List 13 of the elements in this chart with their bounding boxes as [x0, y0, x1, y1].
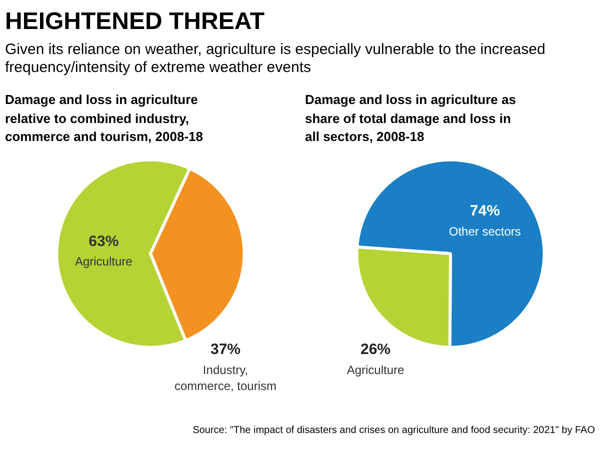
data-label: 63% — [88, 232, 119, 250]
slice-label: Agriculture — [74, 254, 133, 269]
data-label: 74% — [470, 202, 500, 220]
source-note: Source: "The impact of disasters and crises on agriculture and food security: 2021" by FAO — [192, 424, 595, 438]
slice-label: Industry, commerce, tourism — [174, 362, 277, 393]
data-label: 26% — [360, 340, 391, 358]
slice-label: Other sectors — [448, 224, 521, 238]
chart-title: HEIGHTENED THREAT — [5, 7, 265, 37]
legend-title: Damage and loss in agriculture relative to combined industry, commerce and tourism, 2008-18 — [5, 92, 203, 144]
slice-label: Agriculture — [346, 362, 405, 377]
legend-title: Damage and loss in agriculture as share of total damage and loss in all sectors, 2008-18 — [305, 92, 516, 144]
chart-subtitle: Given its reliance on weather, agriculture is especially vulnerable to the increased frequency/intensity of extreme weather events — [5, 41, 546, 77]
data-label: 37% — [210, 340, 241, 358]
